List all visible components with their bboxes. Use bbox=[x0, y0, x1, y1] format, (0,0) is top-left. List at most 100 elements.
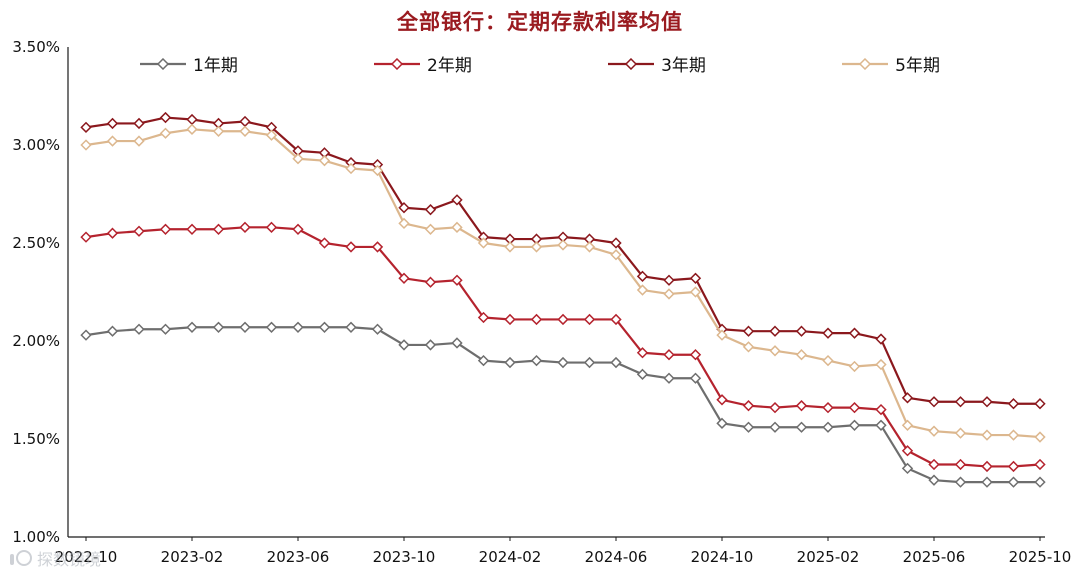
marker-diamond-icon bbox=[901, 392, 914, 404]
y-tick-label: 2.50% bbox=[12, 234, 60, 252]
marker-diamond-icon bbox=[292, 321, 304, 333]
series-5年期 bbox=[80, 123, 1046, 443]
marker-diamond-icon bbox=[80, 231, 92, 243]
marker-diamond-icon bbox=[451, 221, 463, 233]
marker-diamond-icon bbox=[398, 339, 410, 351]
marker-diamond-icon bbox=[106, 325, 119, 337]
marker-diamond-icon bbox=[769, 401, 781, 414]
marker-diamond-icon bbox=[265, 321, 278, 333]
marker-diamond-icon bbox=[822, 421, 834, 433]
marker-diamond-icon bbox=[318, 321, 331, 333]
chart-legend: 1年期 2年期 3年期 5年期 bbox=[140, 51, 940, 76]
marker-diamond-icon bbox=[451, 337, 463, 349]
marker-diamond-icon bbox=[848, 401, 861, 414]
marker-diamond-icon bbox=[186, 321, 198, 333]
marker-diamond-icon bbox=[928, 474, 940, 486]
marker-diamond-icon bbox=[901, 445, 914, 457]
marker-diamond-icon bbox=[663, 349, 675, 361]
chart-title: 全部银行：定期存款利率均值 bbox=[397, 10, 683, 34]
marker-diamond-icon bbox=[663, 372, 675, 384]
marker-diamond-icon bbox=[159, 323, 172, 335]
marker-diamond-icon bbox=[133, 225, 145, 237]
marker-diamond-icon bbox=[159, 111, 172, 124]
y-tick-label: 2.00% bbox=[12, 332, 60, 350]
marker-diamond-icon bbox=[292, 153, 304, 165]
marker-diamond-icon bbox=[239, 125, 251, 137]
marker-diamond-icon bbox=[133, 135, 145, 147]
marker-diamond-icon bbox=[636, 284, 649, 296]
marker-diamond-icon bbox=[716, 417, 728, 429]
marker-diamond-icon bbox=[186, 113, 198, 126]
marker-diamond-icon bbox=[477, 311, 490, 324]
x-tick-label: 2023-06 bbox=[267, 548, 330, 566]
marker-diamond-icon bbox=[371, 323, 384, 335]
marker-diamond-icon bbox=[901, 419, 914, 431]
watermark-text: 探数镜境 bbox=[37, 550, 102, 569]
marker-diamond-icon bbox=[742, 325, 755, 337]
marker-diamond-icon bbox=[583, 356, 596, 369]
marker-diamond-icon bbox=[1034, 398, 1046, 410]
marker-diamond-icon bbox=[981, 476, 993, 488]
marker-diamond-icon bbox=[610, 249, 622, 261]
series-line bbox=[85, 226, 1041, 468]
series-line bbox=[85, 326, 1040, 484]
marker-diamond-icon bbox=[795, 349, 808, 361]
marker-diamond-icon bbox=[265, 129, 278, 141]
marker-diamond-icon bbox=[742, 341, 755, 353]
marker-diamond-icon bbox=[610, 237, 622, 249]
marker-diamond-icon bbox=[928, 425, 940, 437]
marker-diamond-icon bbox=[689, 372, 702, 384]
marker-diamond-icon bbox=[610, 313, 622, 326]
legend-label: 5年期 bbox=[895, 56, 940, 76]
marker-diamond-icon bbox=[318, 155, 331, 167]
legend-marker-icon bbox=[140, 57, 186, 70]
marker-diamond-icon bbox=[345, 162, 357, 175]
x-tick-label: 2023-02 bbox=[161, 548, 224, 566]
marker-diamond-icon bbox=[981, 429, 993, 441]
marker-diamond-icon bbox=[106, 227, 119, 239]
marker-diamond-icon bbox=[928, 458, 940, 471]
marker-diamond-icon bbox=[875, 419, 887, 431]
legend-item-3年期[interactable]: 3年期 bbox=[608, 51, 706, 76]
marker-diamond-icon bbox=[928, 396, 940, 408]
marker-diamond-icon bbox=[239, 221, 251, 233]
marker-diamond-icon bbox=[318, 237, 331, 249]
marker-diamond-icon bbox=[504, 313, 516, 326]
marker-diamond-icon bbox=[530, 241, 543, 253]
watermark: 探数镜境 bbox=[8, 546, 101, 570]
marker-diamond-icon bbox=[954, 458, 967, 471]
marker-diamond-icon bbox=[451, 194, 463, 206]
x-tick-label: 2025-10 bbox=[1009, 548, 1072, 566]
marker-diamond-icon bbox=[186, 223, 198, 235]
marker-diamond-icon bbox=[583, 241, 596, 253]
marker-diamond-icon bbox=[954, 476, 967, 488]
marker-diamond-icon bbox=[716, 329, 728, 341]
legend-item-2年期[interactable]: 2年期 bbox=[374, 51, 472, 76]
marker-diamond-icon bbox=[477, 354, 490, 367]
marker-diamond-icon bbox=[795, 400, 808, 412]
marker-diamond-icon bbox=[398, 217, 410, 230]
marker-diamond-icon bbox=[371, 164, 384, 177]
marker-diamond-icon bbox=[822, 327, 834, 339]
marker-diamond-icon bbox=[80, 329, 92, 341]
marker-diamond-icon bbox=[769, 345, 781, 357]
marker-diamond-icon bbox=[398, 202, 410, 214]
x-tick-label: 2025-02 bbox=[797, 548, 860, 566]
marker-diamond-icon bbox=[822, 354, 834, 367]
marker-diamond-icon bbox=[981, 460, 993, 473]
marker-diamond-icon bbox=[636, 368, 649, 380]
marker-diamond-icon bbox=[848, 327, 861, 339]
marker-diamond-icon bbox=[1034, 431, 1046, 443]
legend-item-1年期[interactable]: 1年期 bbox=[140, 51, 238, 76]
legend-item-5年期[interactable]: 5年期 bbox=[842, 51, 940, 76]
marker-diamond-icon bbox=[795, 421, 808, 433]
series-line bbox=[85, 128, 1041, 439]
legend-marker-icon bbox=[608, 57, 655, 70]
marker-diamond-icon bbox=[159, 127, 172, 139]
marker-diamond-icon bbox=[742, 421, 755, 433]
marker-diamond-icon bbox=[106, 117, 119, 130]
marker-diamond-icon bbox=[477, 237, 490, 249]
legend-marker-icon bbox=[842, 57, 889, 70]
